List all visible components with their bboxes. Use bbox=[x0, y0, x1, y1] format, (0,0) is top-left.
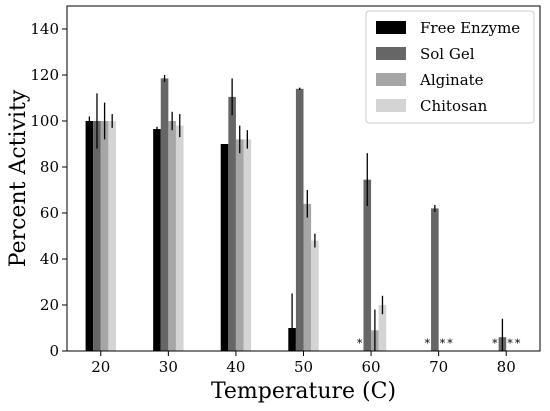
bars-group bbox=[85, 78, 507, 352]
asterisk-marker: * bbox=[357, 337, 363, 350]
legend-box bbox=[365, 10, 535, 124]
y-tick-label: 40 bbox=[40, 250, 59, 268]
x-tick-label: 50 bbox=[294, 358, 313, 376]
bar-sol-gel-70 bbox=[431, 208, 439, 351]
bar-sol-gel-20 bbox=[93, 121, 101, 351]
asterisk-marker: * bbox=[424, 337, 430, 350]
x-tick-label: 20 bbox=[91, 358, 110, 376]
y-tick-label: 20 bbox=[40, 296, 59, 314]
x-tick-label: 40 bbox=[226, 358, 245, 376]
bar-chitosan-30 bbox=[175, 125, 184, 351]
bar-alginate-40 bbox=[235, 139, 244, 351]
y-axis-title: Percent Activity bbox=[6, 89, 31, 267]
legend-label: Chitosan bbox=[420, 97, 488, 115]
legend: Free Enzyme Sol Gel Alginate Chitosan bbox=[365, 10, 535, 124]
bar-free-enzyme-20 bbox=[85, 121, 94, 351]
x-axis-title: Temperature (C) bbox=[211, 379, 396, 404]
x-axis-ticks: 20 30 40 50 60 70 80 bbox=[91, 351, 516, 376]
asterisk-marker: * bbox=[515, 337, 521, 350]
y-tick-label: 60 bbox=[40, 204, 59, 222]
asterisk-marker: * bbox=[440, 337, 446, 350]
legend-swatch bbox=[376, 47, 406, 60]
error-bars-group bbox=[88, 75, 504, 351]
y-tick-label: 0 bbox=[49, 342, 59, 360]
asterisks-group: * * * * * * * bbox=[357, 337, 521, 350]
y-tick-label: 140 bbox=[30, 20, 59, 38]
legend-label: Sol Gel bbox=[420, 45, 475, 63]
y-axis-ticks: 0 20 40 60 80 100 120 140 bbox=[30, 20, 67, 360]
bar-sol-gel-30 bbox=[160, 78, 169, 351]
bar-alginate-50 bbox=[303, 203, 312, 351]
bar-alginate-30 bbox=[168, 121, 176, 351]
legend-swatch bbox=[376, 21, 406, 34]
x-tick-label: 60 bbox=[362, 358, 381, 376]
bar-sol-gel-60 bbox=[363, 179, 372, 351]
x-tick-label: 70 bbox=[429, 358, 448, 376]
bar-free-enzyme-40 bbox=[220, 144, 229, 351]
legend-swatch bbox=[376, 99, 406, 112]
asterisk-marker: * bbox=[447, 337, 453, 350]
asterisk-marker: * bbox=[507, 337, 513, 350]
x-tick-label: 30 bbox=[159, 358, 178, 376]
bar-alginate-20 bbox=[100, 121, 109, 351]
y-tick-label: 100 bbox=[30, 112, 59, 130]
y-tick-label: 120 bbox=[30, 66, 59, 84]
bar-sol-gel-40 bbox=[228, 96, 236, 351]
y-tick-label: 80 bbox=[40, 158, 59, 176]
legend-label: Alginate bbox=[419, 71, 484, 89]
bar-chitosan-40 bbox=[243, 139, 252, 351]
bar-sol-gel-50 bbox=[295, 88, 304, 352]
bar-chitosan-20 bbox=[108, 121, 116, 351]
x-tick-label: 80 bbox=[497, 358, 516, 376]
asterisk-marker: * bbox=[492, 337, 498, 350]
bar-free-enzyme-30 bbox=[153, 129, 161, 351]
bar-chitosan-60 bbox=[378, 305, 387, 351]
bar-chitosan-50 bbox=[311, 240, 319, 351]
legend-swatch bbox=[376, 73, 406, 86]
legend-label: Free Enzyme bbox=[420, 19, 520, 37]
